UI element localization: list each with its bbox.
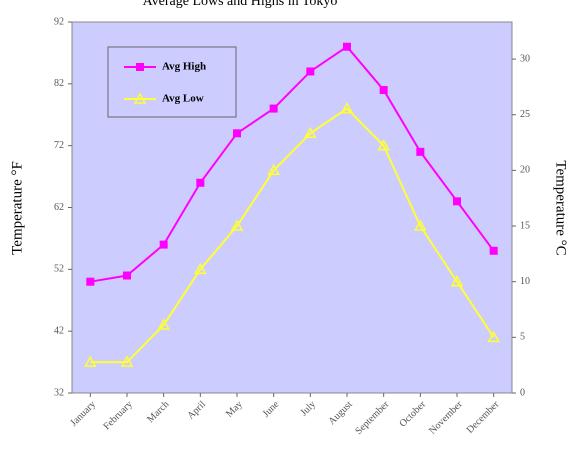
data-point xyxy=(489,246,498,255)
x-tick-label: April xyxy=(185,399,208,422)
y-tick-label: 72 xyxy=(54,140,64,151)
y-tick-label: 52 xyxy=(54,264,64,275)
legend-marker xyxy=(136,63,144,71)
y2-tick-label: 20 xyxy=(520,165,530,176)
data-point xyxy=(230,219,244,231)
legend-marker xyxy=(133,92,147,104)
data-point xyxy=(343,42,351,51)
data-point xyxy=(86,277,95,286)
x-tick-label: October xyxy=(398,399,429,430)
y2-tick-label: 5 xyxy=(520,332,525,343)
data-point xyxy=(233,129,241,138)
x-tick-label: January xyxy=(68,399,98,429)
y2-tick-label: 10 xyxy=(520,276,530,287)
data-point xyxy=(453,197,461,206)
y-tick-label: 82 xyxy=(54,78,64,89)
data-point xyxy=(159,240,168,249)
legend-label: Avg Low xyxy=(162,93,204,105)
y-axis-title: Temperature °F xyxy=(9,161,25,255)
x-tick-label: July xyxy=(299,399,319,419)
data-point xyxy=(194,262,207,275)
data-point xyxy=(304,126,317,139)
legend-label: Avg High xyxy=(162,61,206,73)
series-line xyxy=(90,45,495,283)
data-point xyxy=(377,139,390,151)
x-tick-label: August xyxy=(327,399,355,427)
y2-tick-label: 30 xyxy=(520,53,530,64)
y2-tick-label: 0 xyxy=(520,387,525,398)
x-tick-label: March xyxy=(145,399,171,425)
y-tick-label: 32 xyxy=(54,387,64,398)
y2-axis-title: Temperature °C xyxy=(553,160,569,255)
x-tick-label: February xyxy=(101,399,134,432)
data-point xyxy=(269,104,278,113)
data-point xyxy=(196,178,205,187)
y-tick-label: 62 xyxy=(54,202,64,213)
data-point xyxy=(84,355,97,367)
y2-tick-label: 25 xyxy=(520,109,530,120)
y-tick-label: 42 xyxy=(54,325,64,336)
data-point xyxy=(120,355,134,367)
x-tick-label: June xyxy=(261,399,282,420)
y2-tick-label: 15 xyxy=(520,220,530,231)
data-point xyxy=(157,318,170,330)
data-point xyxy=(379,86,388,95)
data-point xyxy=(450,275,464,287)
x-tick-label: November xyxy=(427,399,465,437)
x-tick-label: December xyxy=(465,399,502,436)
data-point xyxy=(487,330,500,343)
legend-box xyxy=(107,46,237,118)
x-tick-label: September xyxy=(353,398,391,436)
plot-area xyxy=(71,21,513,394)
data-point xyxy=(267,163,280,176)
data-point xyxy=(416,147,425,156)
data-point xyxy=(414,219,427,231)
x-tick-label: May xyxy=(224,399,245,420)
data-point xyxy=(123,271,131,280)
data-point xyxy=(306,67,315,76)
series-line xyxy=(90,107,495,364)
data-point xyxy=(340,102,354,114)
y-tick-label: 92 xyxy=(54,16,64,27)
chart-title: Average Lows and Highs in Tokyo xyxy=(143,0,338,9)
